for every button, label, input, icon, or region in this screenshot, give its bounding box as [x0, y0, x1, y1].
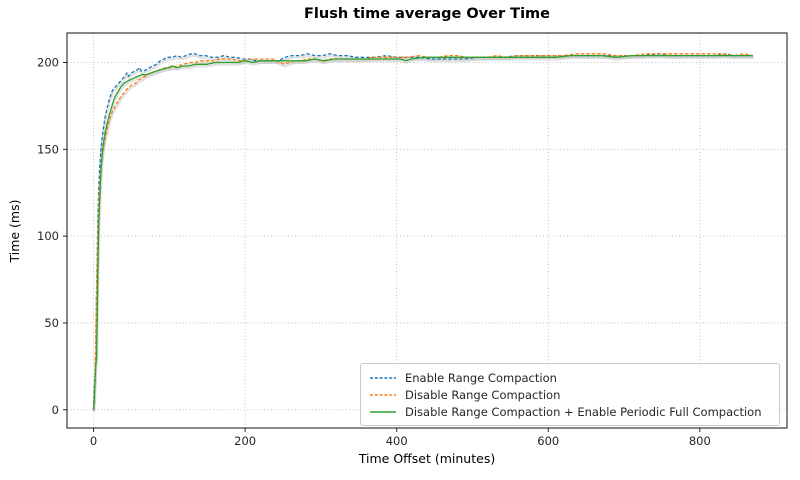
series-line	[92, 54, 753, 410]
legend-item: Disable Range Compaction	[370, 386, 770, 403]
x-tick-label: 200	[234, 434, 256, 448]
x-tick-label: 800	[689, 434, 711, 448]
legend-line-marker	[370, 376, 396, 379]
x-axis-label: Time Offset (minutes)	[358, 451, 496, 466]
series-shadow	[92, 56, 754, 412]
legend-item: Disable Range Compaction + Enable Period…	[370, 403, 770, 420]
x-tick-label: 0	[90, 434, 97, 448]
legend-item-label: Enable Range Compaction	[405, 370, 557, 385]
legend-line-marker	[370, 393, 396, 396]
y-tick-label: 150	[37, 142, 59, 156]
x-tick-label: 600	[537, 434, 559, 448]
series-line	[92, 53, 753, 410]
y-tick-label: 100	[37, 229, 59, 243]
legend-item: Enable Range Compaction	[370, 369, 770, 386]
y-tick-label: 200	[37, 56, 59, 70]
legend-item-label: Disable Range Compaction	[405, 387, 561, 402]
chart-title: Flush time average Over Time	[304, 6, 550, 22]
y-tick-label: 50	[44, 316, 59, 330]
plot-border	[66, 32, 788, 429]
series-shadow	[92, 54, 754, 412]
series-shadow	[92, 54, 754, 412]
y-axis-label: Time (ms)	[7, 199, 22, 263]
series-line	[92, 53, 754, 410]
legend: Enable Range Compaction Disable Range Co…	[360, 363, 780, 426]
legend-line-marker	[370, 410, 396, 413]
legend-item-label: Disable Range Compaction + Enable Period…	[405, 404, 762, 419]
x-tick-label: 400	[386, 434, 408, 448]
y-tick-label: 0	[52, 403, 59, 417]
